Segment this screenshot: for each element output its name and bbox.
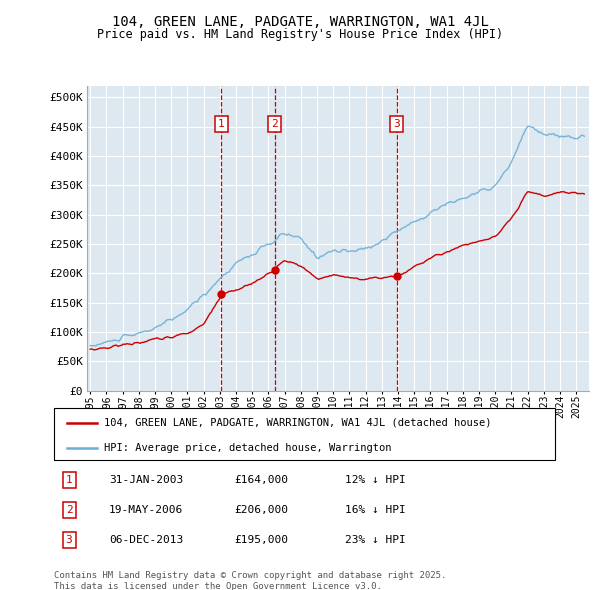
Text: 3: 3	[65, 535, 73, 545]
Text: 23% ↓ HPI: 23% ↓ HPI	[344, 535, 406, 545]
Text: £164,000: £164,000	[235, 476, 289, 486]
Text: 19-MAY-2006: 19-MAY-2006	[109, 505, 184, 515]
Text: Contains HM Land Registry data © Crown copyright and database right 2025.
This d: Contains HM Land Registry data © Crown c…	[54, 571, 446, 590]
Text: 2: 2	[271, 119, 278, 129]
Text: 104, GREEN LANE, PADGATE, WARRINGTON, WA1 4JL (detached house): 104, GREEN LANE, PADGATE, WARRINGTON, WA…	[104, 418, 491, 428]
Text: £206,000: £206,000	[235, 505, 289, 515]
Text: 3: 3	[394, 119, 400, 129]
Text: £195,000: £195,000	[235, 535, 289, 545]
Text: 1: 1	[65, 476, 73, 486]
FancyBboxPatch shape	[54, 408, 555, 460]
Text: 12% ↓ HPI: 12% ↓ HPI	[344, 476, 406, 486]
Text: Price paid vs. HM Land Registry's House Price Index (HPI): Price paid vs. HM Land Registry's House …	[97, 28, 503, 41]
Text: 06-DEC-2013: 06-DEC-2013	[109, 535, 184, 545]
Text: 1: 1	[218, 119, 224, 129]
Text: 31-JAN-2003: 31-JAN-2003	[109, 476, 184, 486]
Text: 16% ↓ HPI: 16% ↓ HPI	[344, 505, 406, 515]
Text: HPI: Average price, detached house, Warrington: HPI: Average price, detached house, Warr…	[104, 442, 392, 453]
Text: 2: 2	[65, 505, 73, 515]
Text: 104, GREEN LANE, PADGATE, WARRINGTON, WA1 4JL: 104, GREEN LANE, PADGATE, WARRINGTON, WA…	[112, 15, 488, 29]
